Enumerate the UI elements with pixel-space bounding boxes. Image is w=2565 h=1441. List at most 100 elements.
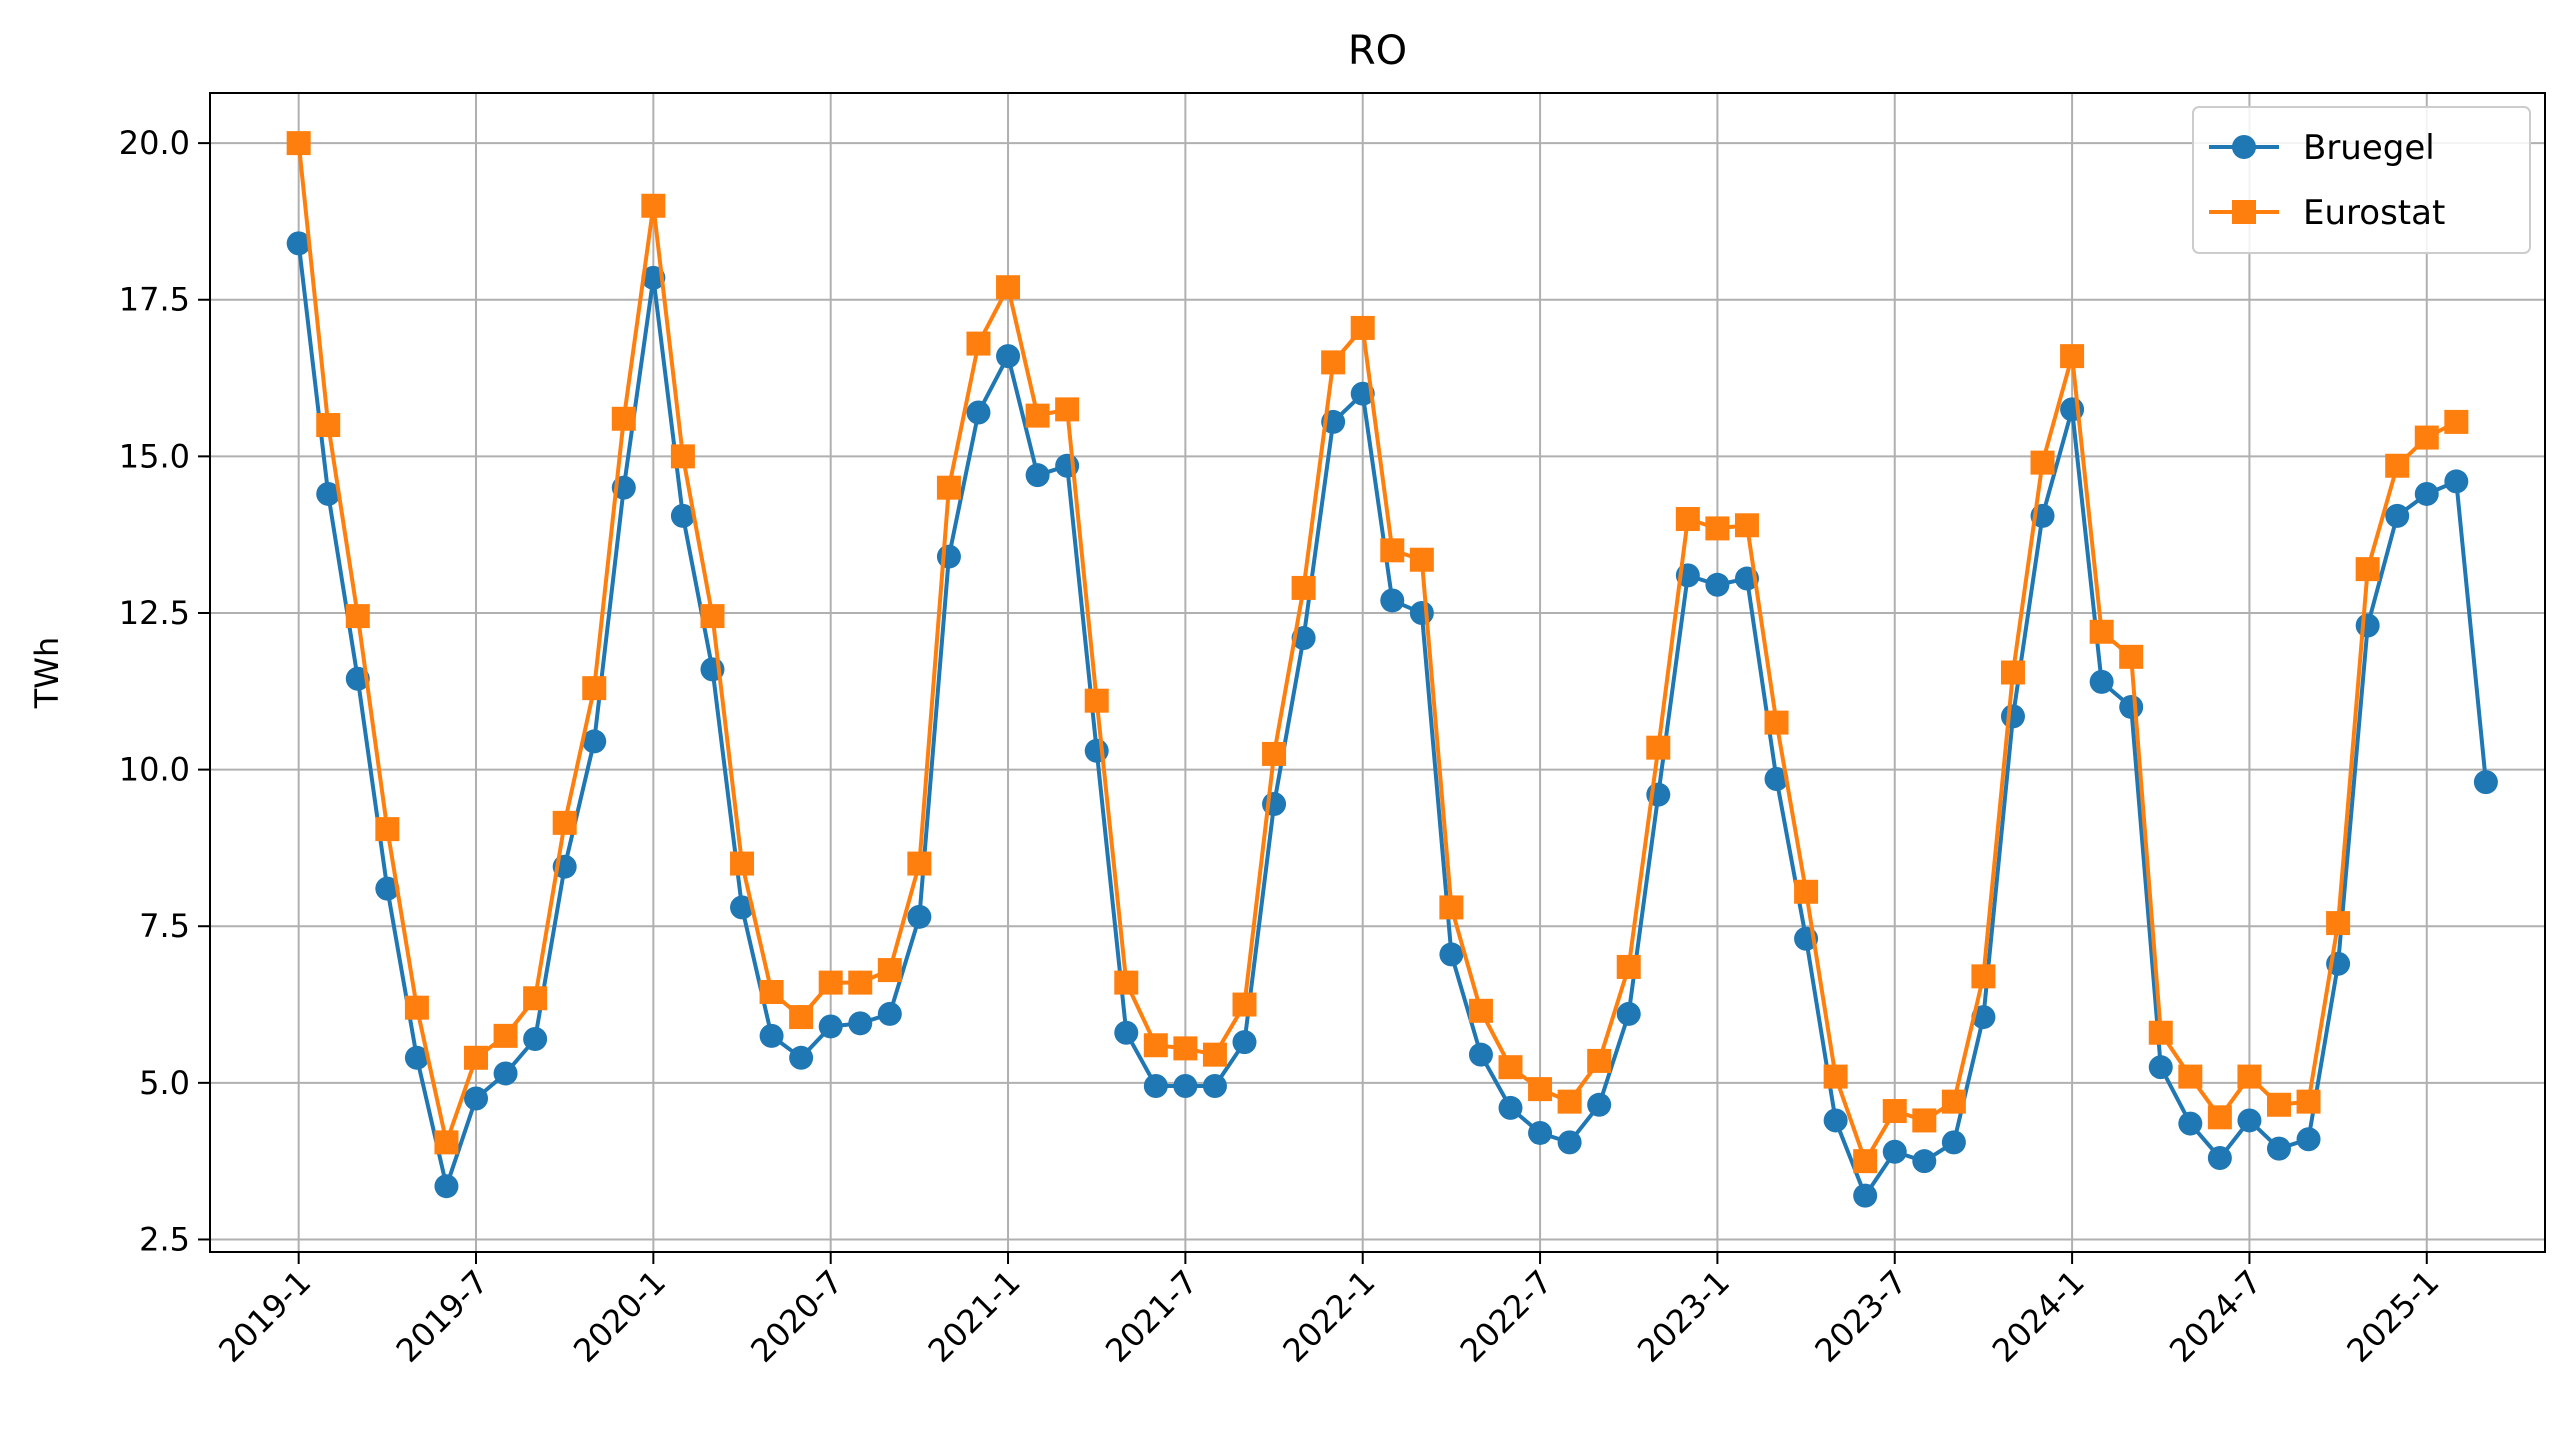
data-point (670, 503, 695, 528)
data-point (1705, 516, 1730, 541)
x-tick-label: 2022-7 (1453, 1263, 1560, 1370)
data-point (700, 604, 725, 629)
data-point (1941, 1130, 1966, 1155)
legend-box (2192, 106, 2531, 254)
data-point (1232, 992, 1257, 1017)
data-point (375, 817, 400, 842)
data-point (1439, 942, 1464, 967)
data-point (1468, 998, 1493, 1023)
data-point (2385, 503, 2410, 528)
data-point (996, 275, 1021, 300)
data-point (1616, 1001, 1641, 1026)
series-eurostat (286, 131, 2469, 1174)
data-point (1675, 507, 1700, 532)
data-point (1350, 315, 1375, 340)
data-point (1557, 1130, 1582, 1155)
data-point (966, 400, 991, 425)
data-point (818, 1014, 843, 1039)
data-point (1764, 767, 1789, 792)
legend-label: Bruegel (2303, 128, 2435, 168)
x-tick-label: 2020-7 (743, 1263, 850, 1370)
data-point (2414, 425, 2439, 450)
data-point (877, 1001, 902, 1026)
data-point (1646, 735, 1671, 760)
data-point (2444, 409, 2469, 434)
data-point (1882, 1139, 1907, 1164)
data-point (2444, 469, 2469, 494)
legend-label: Eurostat (2303, 193, 2445, 233)
y-tick-label: 20.0 (119, 124, 190, 162)
data-point (1705, 572, 1730, 597)
data-point (1853, 1183, 1878, 1208)
x-tick-label: 2025-1 (2339, 1263, 2446, 1370)
data-point (789, 1005, 814, 1030)
data-point (1528, 1077, 1553, 1102)
data-point (1587, 1048, 1612, 1073)
data-point (2089, 669, 2114, 694)
data-point (493, 1023, 518, 1048)
data-point (2089, 619, 2114, 644)
data-point (759, 980, 784, 1005)
data-point (2296, 1127, 2321, 1152)
data-point (2030, 450, 2055, 475)
data-point (641, 193, 666, 218)
data-point (2178, 1111, 2203, 1136)
data-point (1409, 547, 1434, 572)
data-point (996, 344, 1021, 369)
data-point (1025, 403, 1050, 428)
data-point (2000, 660, 2025, 685)
data-point (2326, 911, 2351, 936)
data-point (1202, 1073, 1227, 1098)
data-point (2266, 1136, 2291, 1161)
x-tick-label: 2023-7 (1807, 1263, 1914, 1370)
data-point (848, 1011, 873, 1036)
data-point (2148, 1020, 2173, 1045)
data-point (404, 995, 429, 1020)
data-point (582, 729, 607, 754)
series-line (296, 142, 2458, 1164)
data-point (2385, 453, 2410, 478)
data-point (818, 970, 843, 995)
data-point (936, 544, 961, 569)
data-point (1971, 1005, 1996, 1030)
data-point (1114, 970, 1139, 995)
data-point (2148, 1055, 2173, 1080)
data-point (1409, 600, 1434, 625)
data-point (1025, 463, 1050, 488)
data-point (2232, 200, 2256, 224)
data-point (2207, 1146, 2232, 1171)
x-tick-label: 2024-7 (2162, 1263, 2269, 1370)
data-point (2000, 704, 2025, 729)
data-point (2414, 481, 2439, 506)
x-tick-label: 2020-1 (566, 1263, 673, 1370)
plot-frame (209, 92, 2546, 1253)
data-point (907, 851, 932, 876)
legend: Bruegel Eurostat (2192, 106, 2531, 254)
data-point (2060, 344, 2085, 369)
data-point (523, 986, 548, 1011)
x-tick-label: 2024-1 (1985, 1263, 2092, 1370)
data-point (2119, 694, 2144, 719)
data-point (2266, 1092, 2291, 1117)
data-point (375, 876, 400, 901)
data-point (1794, 879, 1819, 904)
data-point (1143, 1073, 1168, 1098)
data-point (1143, 1033, 1168, 1058)
data-point (730, 851, 755, 876)
data-point (1853, 1149, 1878, 1174)
data-point (2207, 1105, 2232, 1130)
data-point (1055, 397, 1080, 422)
data-point (552, 810, 577, 835)
data-point (316, 413, 341, 438)
data-point (404, 1045, 429, 1070)
data-point (2237, 1064, 2262, 1089)
data-point (2473, 770, 2498, 795)
data-point (789, 1045, 814, 1070)
data-point (1823, 1064, 1848, 1089)
x-tick-label: 2019-1 (211, 1263, 318, 1370)
data-point (1291, 575, 1316, 600)
data-point (286, 131, 311, 156)
series-layer (286, 131, 2498, 1208)
data-point (848, 970, 873, 995)
